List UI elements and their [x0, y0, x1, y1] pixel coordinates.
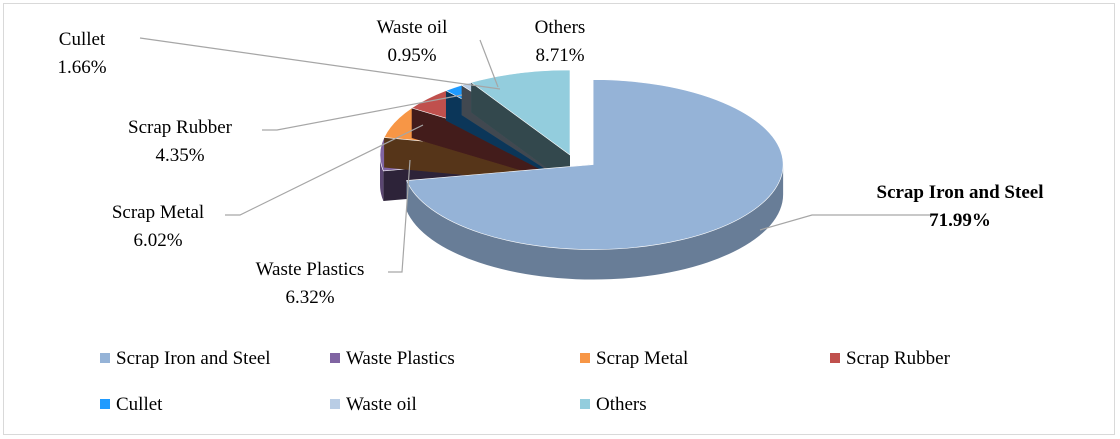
chart-frame [3, 3, 1115, 435]
data-label-name-waste-oil: Waste oil [377, 17, 448, 38]
leader-line-waste-plastics [388, 159, 411, 273]
data-label-name-scrap-rubber: Scrap Rubber [128, 117, 233, 138]
legend-swatch-waste-oil [330, 399, 340, 409]
slice-wall-others [471, 82, 570, 185]
pie-slice-others [470, 69, 571, 185]
legend-item-scrap-iron-and-steel: Scrap Iron and Steel [100, 348, 271, 369]
slice-side-waste-plastics [380, 155, 384, 201]
data-label-name-waste-plastics: Waste Plastics [256, 259, 365, 280]
pie-slice-scrap-iron-and-steel [406, 79, 784, 280]
slice-top-others [470, 69, 571, 156]
slice-side-scrap-iron-and-steel [406, 164, 784, 280]
legend-item-waste-plastics: Waste Plastics [330, 348, 455, 369]
legend-item-scrap-metal: Scrap Metal [580, 348, 688, 369]
legend-label-scrap-metal: Scrap Metal [596, 348, 688, 369]
legend: Scrap Iron and Steel Waste Plastics Scrap … [100, 348, 951, 415]
legend-swatch-scrap-iron-and-steel [100, 353, 110, 363]
data-labels: Scrap Iron and Steel 71.99% Waste Plastics… [57, 17, 1043, 308]
legend-swatch-waste-plastics [330, 353, 340, 363]
legend-label-others: Others [596, 394, 647, 415]
legend-label-waste-oil: Waste oil [346, 394, 417, 415]
data-label-value-others: 8.71% [535, 45, 584, 66]
legend-swatch-scrap-metal [580, 353, 590, 363]
leader-line-scrap-iron-and-steel [759, 214, 930, 231]
legend-swatch-scrap-rubber [830, 353, 840, 363]
legend-item-scrap-rubber: Scrap Rubber [830, 348, 951, 369]
data-label-value-waste-oil: 0.95% [387, 45, 436, 66]
data-label-value-scrap-rubber: 4.35% [155, 145, 204, 166]
legend-swatch-others [580, 399, 590, 409]
data-label-name-scrap-iron-and-steel: Scrap Iron and Steel [877, 182, 1044, 203]
data-label-name-scrap-metal: Scrap Metal [112, 202, 204, 223]
slice-top-scrap-iron-and-steel [406, 79, 784, 250]
leader-lines [139, 37, 930, 273]
data-label-name-others: Others [535, 17, 586, 38]
data-label-value-cullet: 1.66% [57, 57, 106, 78]
data-label-value-scrap-iron-and-steel: 71.99% [929, 210, 991, 231]
leader-line-scrap-rubber [262, 94, 463, 131]
data-label-value-scrap-metal: 6.02% [133, 230, 182, 251]
legend-item-waste-oil: Waste oil [330, 394, 417, 415]
legend-swatch-cullet [100, 399, 110, 409]
data-label-value-waste-plastics: 6.32% [285, 287, 334, 308]
legend-label-cullet: Cullet [116, 394, 163, 415]
legend-label-scrap-rubber: Scrap Rubber [846, 348, 951, 369]
leader-line-cullet [139, 37, 501, 90]
pie-layer [379, 69, 784, 280]
legend-item-others: Others [580, 394, 647, 415]
legend-label-waste-plastics: Waste Plastics [346, 348, 455, 369]
data-label-name-cullet: Cullet [59, 29, 106, 50]
leader-line-waste-oil [479, 39, 499, 88]
leader-line-scrap-metal [225, 124, 424, 216]
legend-item-cullet: Cullet [100, 394, 163, 415]
legend-label-scrap-iron-and-steel: Scrap Iron and Steel [116, 348, 271, 369]
slice-wall-scrap-rubber [411, 107, 570, 185]
